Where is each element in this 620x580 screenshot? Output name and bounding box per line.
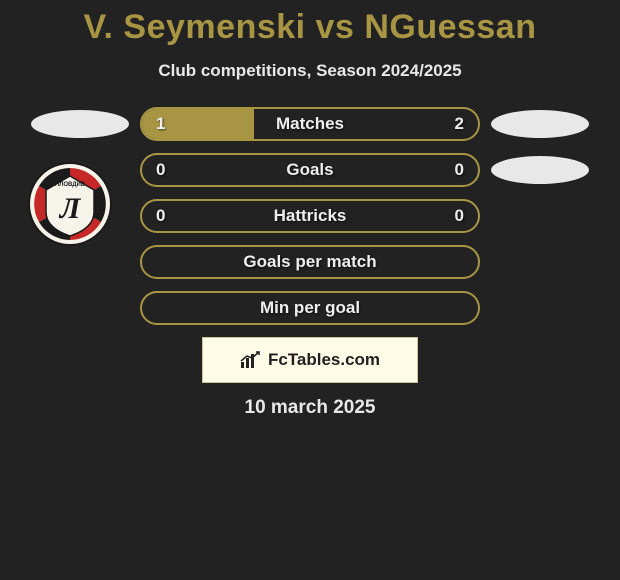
right-side-slot: [490, 110, 590, 138]
stat-label: Matches: [142, 114, 478, 134]
stat-label: Hattricks: [142, 206, 478, 226]
player-badge-ellipse: [491, 156, 589, 184]
svg-text:ПЛОВДИВ: ПЛОВДИВ: [55, 182, 86, 188]
stat-label: Min per goal: [142, 298, 478, 318]
stat-label: Goals per match: [142, 252, 478, 272]
stat-bar: 12Matches: [140, 107, 480, 141]
player-badge-ellipse: [491, 110, 589, 138]
svg-text:Л: Л: [58, 192, 82, 225]
subtitle: Club competitions, Season 2024/2025: [0, 61, 620, 81]
stat-bar: Goals per match: [140, 245, 480, 279]
attribution-badge[interactable]: FcTables.com: [202, 337, 418, 383]
stat-row: Goals per match: [0, 245, 620, 279]
player-badge-ellipse: [31, 110, 129, 138]
stat-row: 12Matches: [0, 107, 620, 141]
left-club-crest: ПЛОВДИВ Л: [28, 162, 112, 246]
stat-bar: 00Hattricks: [140, 199, 480, 233]
page-title: V. Seymenski vs NGuessan: [0, 8, 620, 47]
stat-row: Min per goal: [0, 291, 620, 325]
stat-bar: 00Goals: [140, 153, 480, 187]
right-side-slot: [490, 156, 590, 184]
attribution-text: FcTables.com: [268, 350, 380, 370]
stat-bar: Min per goal: [140, 291, 480, 325]
left-side-slot: [30, 110, 130, 138]
date-label: 10 march 2025: [0, 397, 620, 419]
bar-chart-icon: [240, 351, 262, 369]
stat-label: Goals: [142, 160, 478, 180]
